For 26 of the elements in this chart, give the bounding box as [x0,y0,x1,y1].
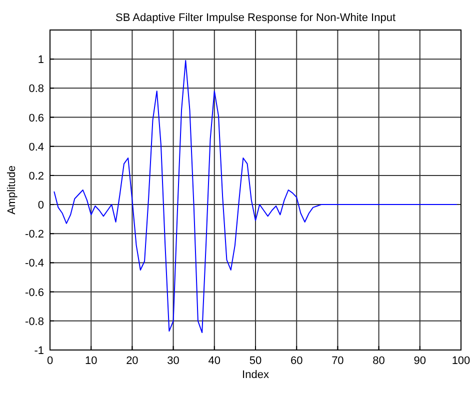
x-tick-label: 10 [84,355,98,367]
y-tick-label: -0.4 [25,258,44,270]
y-tick-label: 0.2 [28,170,44,182]
y-tick-label: 0.8 [28,83,44,96]
y-tick-label: 0 [38,200,44,212]
x-axis-title: Index [242,369,270,381]
x-tick-label: 20 [126,355,138,367]
x-tick-label: 80 [372,355,385,367]
x-tick-label: 100 [452,355,470,367]
x-tick-label: 50 [249,355,262,367]
x-tick-label: 0 [46,355,54,367]
x-tick-label: 40 [208,355,221,367]
chart-title: SB Adaptive Filter Impulse Response for Non-White Input [115,12,396,24]
y-tick-label: -0.6 [25,286,44,299]
y-tick-label: -1 [34,345,44,357]
y-tick-label: 0.4 [28,141,44,154]
y-tick-label: 1 [38,54,44,66]
line-series [54,60,458,334]
y-tick-label: -0.8 [25,316,44,328]
x-tick-label: 60 [290,355,303,367]
y-tick-label: 0.6 [28,112,44,124]
y-axis-title: Amplitude [6,166,18,214]
x-tick-label: 70 [332,355,344,367]
y-tick-label: -0.2 [25,228,44,241]
x-tick-label: 90 [414,355,426,367]
x-tick-label: 30 [167,355,180,367]
